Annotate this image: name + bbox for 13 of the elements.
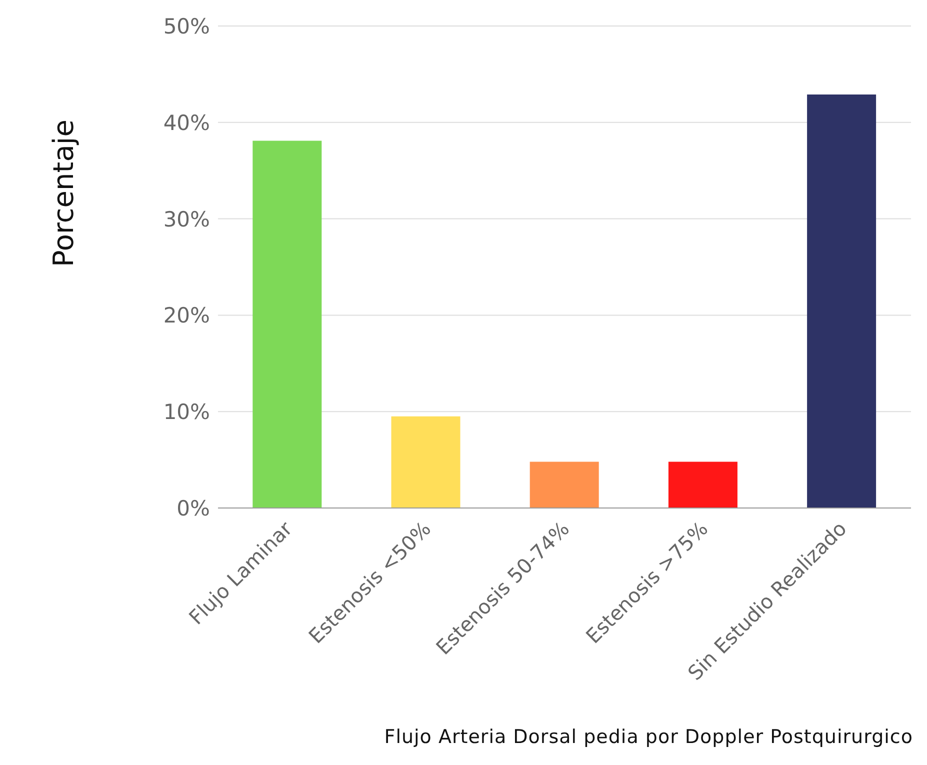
bar <box>252 140 322 508</box>
y-axis-title: Porcentaje <box>46 120 80 267</box>
y-tick-label: 40% <box>163 110 210 135</box>
y-tick-label: 20% <box>163 304 210 328</box>
x-axis-title: Flujo Arteria Dorsal pedia por Doppler Postquirurgico <box>384 726 913 748</box>
bar <box>391 416 460 508</box>
y-tick-label: 30% <box>163 207 210 232</box>
y-tick-label: 50% <box>163 14 210 38</box>
y-tick-label: 10% <box>163 400 210 424</box>
bar <box>530 462 599 508</box>
bar <box>668 462 738 508</box>
bar <box>807 94 876 508</box>
y-tick-label: 0% <box>176 496 210 520</box>
